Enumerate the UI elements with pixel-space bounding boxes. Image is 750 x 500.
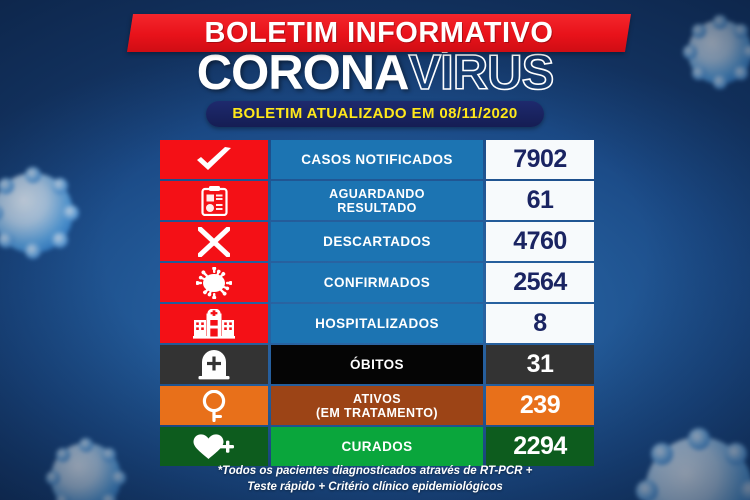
row-value: 239 [486, 386, 594, 425]
row-value: 8 [486, 304, 594, 343]
row-label-line2: (EM TRATAMENTO) [316, 405, 438, 420]
magnifier-icon [202, 389, 226, 422]
hospital-icon [193, 308, 235, 339]
row-icon-cell [160, 386, 268, 425]
table-row: CASOS NOTIFICADOS 7902 [160, 140, 594, 179]
row-label: AGUARDANDO RESULTADO [271, 181, 483, 220]
table-row: DESCARTADOS 4760 [160, 222, 594, 261]
update-pill-wrap: BOLETIM ATUALIZADO EM 08/11/2020 [0, 101, 750, 127]
row-icon-cell [160, 427, 268, 466]
page-title: CORONA VÍRUS [0, 46, 750, 100]
row-label: CURADOS [271, 427, 483, 466]
headline-banner-label: BOLETIM INFORMATIVO [204, 16, 554, 49]
footnote-line1: *Todos os pacientes diagnosticados atrav… [217, 465, 533, 477]
row-label-line1: AGUARDANDO [329, 186, 425, 201]
row-value: 2294 [486, 427, 594, 466]
row-icon-cell [160, 181, 268, 220]
footnote: *Todos os pacientes diagnosticados atrav… [0, 464, 750, 496]
statistics-table: CASOS NOTIFICADOS 7902 AGUARDANDO RESULT… [160, 140, 594, 466]
footnote-line2: Teste rápido + Critério clínico epidemio… [247, 480, 503, 493]
row-label: CASOS NOTIFICADOS [271, 140, 483, 179]
virus-icon [196, 266, 232, 299]
table-row: AGUARDANDO RESULTADO 61 [160, 181, 594, 220]
clipboard-report-icon [200, 186, 228, 216]
row-icon-cell [160, 140, 268, 179]
row-icon-cell [160, 345, 268, 384]
row-label-line1: ATIVOS [352, 391, 401, 406]
page-title-outline: VÍRUS [408, 46, 555, 100]
row-icon-cell [160, 304, 268, 343]
row-label-line2: RESULTADO [337, 200, 417, 215]
tombstone-icon [198, 349, 230, 379]
row-value: 4760 [486, 222, 594, 261]
row-label: ATIVOS (EM TRATAMENTO) [271, 386, 483, 425]
row-label: ÓBITOS [271, 345, 483, 384]
headline-banner: BOLETIM INFORMATIVO [0, 0, 750, 52]
heart-plus-icon [193, 433, 234, 459]
row-value: 2564 [486, 263, 594, 302]
table-row: ÓBITOS 31 [160, 345, 594, 384]
row-icon-cell [160, 263, 268, 302]
row-label: HOSPITALIZADOS [271, 304, 483, 343]
row-icon-cell [160, 222, 268, 261]
row-label: DESCARTADOS [271, 222, 483, 261]
table-row: CONFIRMADOS 2564 [160, 263, 594, 302]
table-row: CURADOS 2294 [160, 427, 594, 466]
check-icon [197, 146, 231, 170]
row-value: 61 [486, 181, 594, 220]
x-cross-icon [198, 226, 230, 257]
row-value: 31 [486, 345, 594, 384]
table-row: HOSPITALIZADOS 8 [160, 304, 594, 343]
page-title-solid: CORONA [196, 46, 410, 100]
row-value: 7902 [486, 140, 594, 179]
row-label: CONFIRMADOS [271, 263, 483, 302]
header: BOLETIM INFORMATIVO CORONA VÍRUS BOLETIM … [0, 0, 750, 127]
update-date-badge: BOLETIM ATUALIZADO EM 08/11/2020 [206, 101, 544, 127]
table-row: ATIVOS (EM TRATAMENTO) 239 [160, 386, 594, 425]
